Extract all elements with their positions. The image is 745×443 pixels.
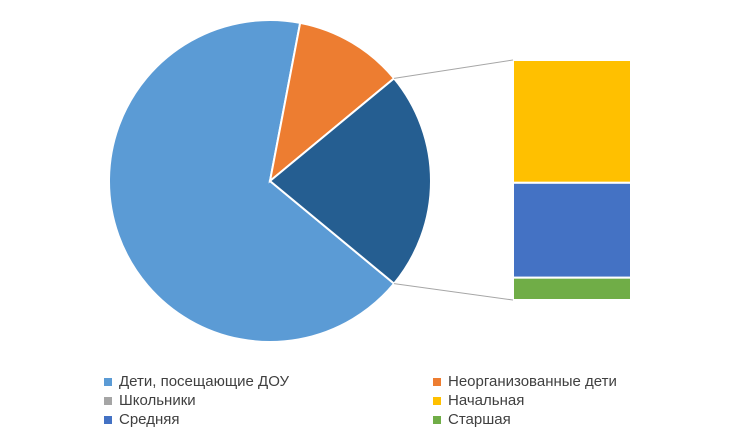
connector-line-top	[393, 59, 514, 79]
bar-segment-2	[512, 181, 632, 279]
legend-swatch-nach	[433, 396, 441, 405]
connector-line-bottom	[393, 283, 514, 301]
legend-label-neorg: Неорганизованные дети	[448, 373, 617, 390]
pie-slice-1	[108, 19, 396, 343]
legend-label-doo: Дети, посещающие ДОУ	[119, 373, 290, 390]
legend-item-nach: Начальная	[433, 392, 524, 409]
legend-item-star: Старшая	[433, 411, 511, 428]
chart-legend: Дети, посещающие ДОУ Неорганизованные де…	[0, 368, 745, 438]
legend-item-sred: Средняя	[104, 411, 179, 428]
legend-label-school: Школьники	[119, 392, 196, 409]
pie-slice-2	[268, 21, 396, 184]
legend-label-nach: Начальная	[448, 392, 525, 409]
legend-label-sred: Средняя	[119, 411, 180, 428]
legend-item-doo: Дети, посещающие ДОУ	[104, 373, 289, 390]
legend-swatch-star	[433, 415, 441, 424]
legend-swatch-sred	[104, 415, 112, 424]
legend-label-star: Старшая	[448, 411, 511, 428]
bar-segment-3	[512, 276, 632, 301]
legend-swatch-doo	[104, 377, 112, 386]
legend-swatch-school	[104, 396, 112, 405]
pie-slice-3	[268, 76, 432, 286]
legend-swatch-neorg	[433, 377, 441, 386]
legend-item-neorg: Неорганизованные дети	[433, 373, 617, 390]
legend-item-school: Школьники	[104, 392, 196, 409]
bar-segment-1	[512, 59, 632, 184]
